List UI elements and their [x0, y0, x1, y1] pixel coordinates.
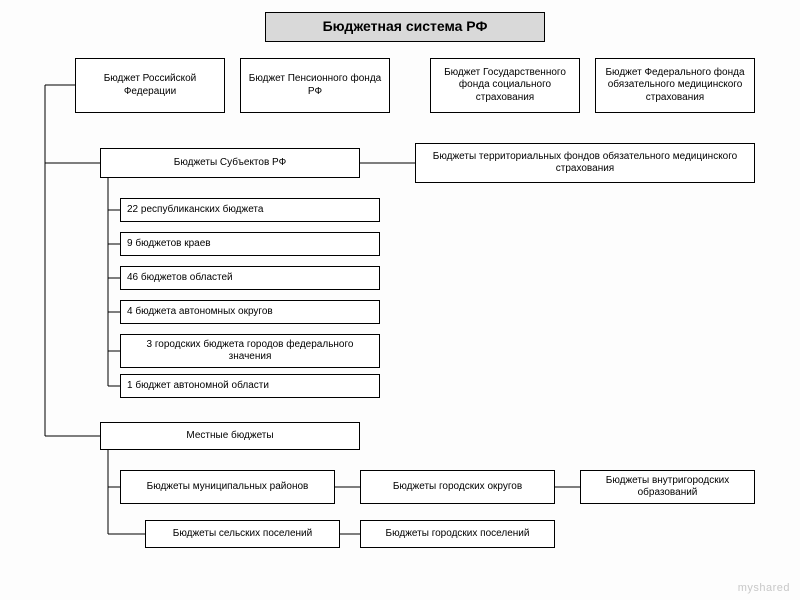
- subject-detail-3: 4 бюджета автономных округов: [120, 300, 380, 324]
- local-r1-2: Бюджеты внутригородских образований: [580, 470, 755, 504]
- box-social: Бюджет Государственного фонда социальног…: [430, 58, 580, 113]
- title-box: Бюджетная система РФ: [265, 12, 545, 42]
- local-r2-0: Бюджеты сельских поселений: [145, 520, 340, 548]
- local-r1-1: Бюджеты городских округов: [360, 470, 555, 504]
- subject-detail-4: 3 городских бюджета городов федерального…: [120, 334, 380, 368]
- local-r1-0: Бюджеты муниципальных районов: [120, 470, 335, 504]
- box-medical: Бюджет Федерального фонда обязательного …: [595, 58, 755, 113]
- subject-detail-2: 46 бюджетов областей: [120, 266, 380, 290]
- box-pension: Бюджет Пенсионного фонда РФ: [240, 58, 390, 113]
- box-terr-med: Бюджеты территориальных фондов обязатель…: [415, 143, 755, 183]
- box-subjects: Бюджеты Субъектов РФ: [100, 148, 360, 178]
- box-local: Местные бюджеты: [100, 422, 360, 450]
- watermark: myshared: [738, 582, 790, 594]
- box-federation: Бюджет Российской Федерации: [75, 58, 225, 113]
- local-r2-1: Бюджеты городских поселений: [360, 520, 555, 548]
- subject-detail-5: 1 бюджет автономной области: [120, 374, 380, 398]
- subject-detail-1: 9 бюджетов краев: [120, 232, 380, 256]
- subject-detail-0: 22 республиканских бюджета: [120, 198, 380, 222]
